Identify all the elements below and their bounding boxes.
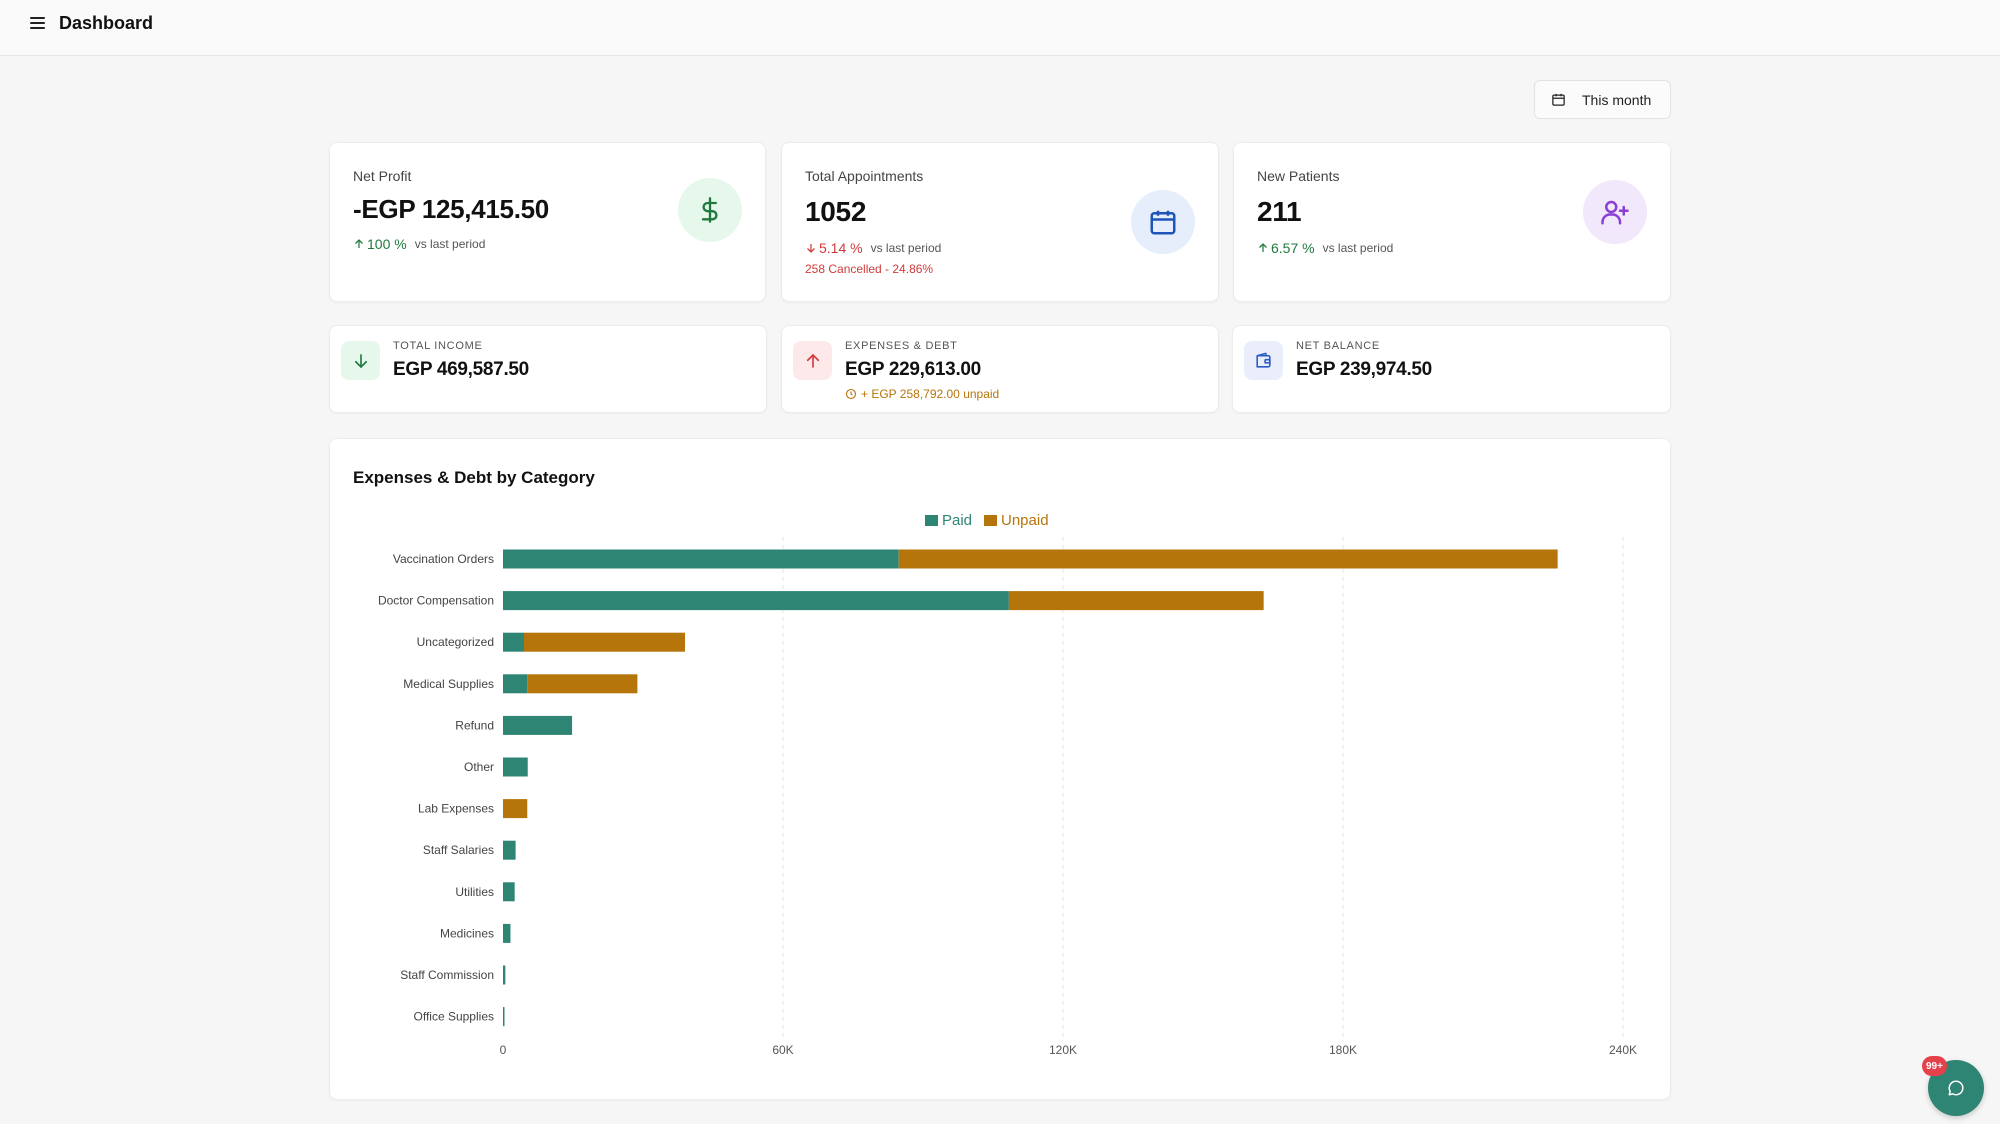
summary-label: Net Balance [1296, 340, 1380, 352]
kpi-change-caption: vs last period [414, 237, 486, 251]
y-category-label: Office Supplies [414, 1010, 495, 1024]
kpi-change-caption: vs last period [870, 241, 942, 255]
wallet-icon [1244, 341, 1283, 380]
legend-swatch-paid [925, 515, 938, 526]
unpaid-note-text: + EGP 258,792.00 unpaid [861, 387, 1000, 401]
kpi-change: 6.57 % vs last period [1257, 240, 1393, 256]
chart-title: Expenses & Debt by Category [353, 468, 595, 487]
summary-value: EGP 229,613.00 [845, 359, 981, 380]
legend-swatch-unpaid [984, 515, 997, 526]
summary-label: Total Income [393, 340, 483, 352]
expenses-chart-card: Expenses & Debt by Category 0 60K 120K 180K… [329, 438, 1671, 1100]
cancelled-note: 258 Cancelled - 24.86% [805, 262, 934, 276]
y-category-label: Doctor Compensation [378, 594, 494, 608]
bar-unpaid [1008, 591, 1264, 611]
total-income-card: Total Income EGP 469,587.50 [329, 325, 767, 413]
bar-paid [503, 965, 506, 985]
hamburger-menu-icon[interactable] [28, 14, 48, 34]
y-category-label: Uncategorized [417, 635, 494, 649]
arrow-up-icon [1259, 243, 1267, 252]
new-patients-card: New Patients 211 6.57 % vs last period [1233, 142, 1671, 302]
expenses-bar-chart: 0 60K 120K 180K 240K Paid Unpaid Vaccination Or… [378, 512, 1637, 1057]
bar-paid [503, 757, 528, 777]
y-category-label: Other [464, 760, 494, 774]
y-category-label: Refund [455, 718, 494, 732]
bar-unpaid [527, 674, 638, 694]
page-title: Dashboard [59, 13, 154, 33]
y-category-label: Staff Salaries [423, 843, 494, 857]
bar-paid [503, 632, 524, 652]
kpi-change: 100 % vs last period [353, 236, 485, 252]
y-category-label: Medicines [440, 926, 494, 940]
bar-paid [503, 715, 573, 735]
x-tick-label: 240K [1609, 1043, 1637, 1057]
kpi-change: 5.14 % vs last period [805, 240, 941, 256]
dollar-icon [678, 178, 742, 242]
kpi-label: New Patients [1257, 168, 1340, 184]
kpi-value: -EGP 125,415.50 [353, 194, 549, 224]
y-category-label: Utilities [455, 885, 494, 899]
bar-unpaid [503, 799, 528, 819]
notification-badge: 99+ [1922, 1056, 1947, 1076]
bar-paid [503, 549, 899, 569]
x-tick-label: 0 [500, 1043, 507, 1057]
date-range-label: This month [1582, 91, 1652, 108]
summary-value: EGP 239,974.50 [1296, 359, 1432, 380]
kpi-change-value: 5.14 % [819, 240, 863, 256]
kpi-label: Net Profit [353, 168, 412, 184]
summary-value: EGP 469,587.50 [393, 359, 529, 380]
bar-unpaid [898, 549, 1558, 569]
arrow-up-icon [793, 341, 832, 380]
summary-label: Expenses & Debt [845, 340, 958, 352]
clock-icon [845, 388, 857, 400]
bar-paid [503, 840, 516, 860]
bar-paid [503, 882, 515, 902]
top-bar: Dashboard [0, 0, 2000, 56]
kpi-value: 211 [1257, 196, 1302, 227]
legend-label-paid: Paid [942, 512, 972, 529]
kpi-change-value: 6.57 % [1271, 240, 1315, 256]
bar-unpaid [524, 632, 685, 652]
y-category-label: Lab Expenses [418, 802, 494, 816]
bar-paid [503, 1007, 505, 1027]
x-tick-label: 120K [1049, 1043, 1077, 1057]
kpi-label: Total Appointments [805, 168, 924, 184]
chat-bubble-icon [1948, 1080, 1964, 1096]
bar-paid [503, 674, 528, 694]
unpaid-note: + EGP 258,792.00 unpaid [845, 387, 999, 401]
kpi-change-value: 100 % [367, 236, 407, 252]
kpi-change-caption: vs last period [1322, 241, 1394, 255]
bar-paid [503, 591, 1009, 611]
user-plus-icon [1583, 180, 1647, 244]
arrow-up-icon [355, 239, 363, 248]
net-balance-card: Net Balance EGP 239,974.50 [1232, 325, 1671, 413]
expenses-debt-card: Expenses & Debt EGP 229,613.00 + EGP 258… [781, 325, 1219, 413]
arrow-down-icon [341, 341, 380, 380]
y-category-label: Staff Commission [400, 968, 494, 982]
calendar-icon [1131, 190, 1195, 254]
x-tick-label: 180K [1329, 1043, 1357, 1057]
bar-paid [503, 923, 511, 943]
total-appointments-card: Total Appointments 1052 5.14 % vs last p… [781, 142, 1219, 302]
arrow-down-icon [807, 244, 815, 253]
x-tick-label: 60K [772, 1043, 793, 1057]
legend-label-unpaid: Unpaid [1001, 512, 1049, 529]
y-category-label: Medical Supplies [403, 677, 494, 691]
kpi-value: 1052 [805, 196, 867, 227]
net-profit-card: Net Profit -EGP 125,415.50 100 % vs last… [329, 142, 766, 302]
y-category-label: Vaccination Orders [393, 552, 494, 566]
date-range-button[interactable]: This month [1534, 80, 1671, 119]
calendar-icon [1552, 93, 1565, 106]
